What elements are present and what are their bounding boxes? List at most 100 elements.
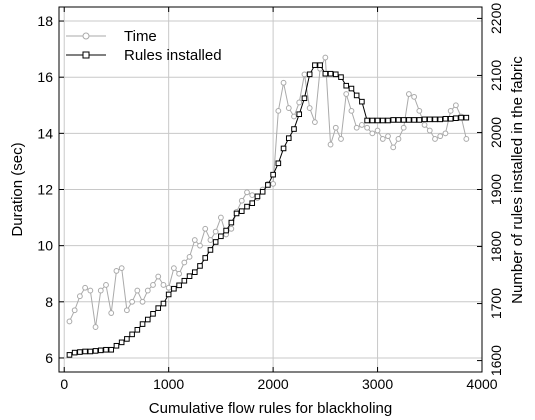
point-rules-installed — [265, 182, 271, 188]
point-time — [87, 287, 94, 294]
point-rules-installed — [218, 233, 224, 240]
point-time — [176, 270, 183, 277]
legend-label-time: Time — [124, 28, 157, 45]
point-rules-installed — [66, 352, 73, 358]
point-time — [228, 225, 235, 232]
point-time — [301, 71, 308, 78]
point-rules-installed — [348, 85, 355, 92]
point-rules-installed — [285, 135, 292, 141]
point-rules-installed — [416, 117, 423, 123]
point-time — [97, 287, 104, 294]
point-time — [364, 124, 371, 131]
point-rules-installed — [233, 210, 240, 217]
point-time — [400, 124, 407, 131]
point-rules-installed — [338, 74, 344, 80]
point-rules-installed — [212, 239, 219, 245]
point-time — [202, 225, 209, 232]
y-right-tick-label: 2200 — [488, 3, 504, 34]
point-time — [291, 113, 297, 120]
point-time — [306, 105, 313, 111]
point-rules-installed — [332, 71, 339, 78]
point-rules-installed — [113, 342, 120, 349]
point-rules-installed — [71, 349, 78, 356]
y-left-tick-label: 10 — [37, 238, 53, 254]
point-time — [212, 228, 219, 235]
point-rules-installed — [426, 116, 433, 123]
point-rules-installed — [129, 331, 135, 338]
point-time — [416, 107, 423, 114]
y-right-tick-label: 1600 — [488, 345, 504, 376]
point-rules-installed — [432, 116, 438, 123]
point-time — [421, 122, 428, 128]
x-tick-label: 3000 — [362, 376, 393, 392]
point-time — [181, 259, 188, 266]
point-rules-installed — [390, 117, 397, 123]
legend-marker-time — [82, 32, 90, 40]
y-left-tick-label: 14 — [37, 125, 53, 141]
point-rules-installed — [77, 349, 83, 355]
point-time — [447, 107, 454, 114]
point-rules-installed — [447, 115, 454, 122]
point-time — [139, 298, 146, 305]
point-rules-installed — [327, 70, 334, 77]
point-time — [275, 107, 282, 114]
point-rules-installed — [364, 117, 370, 124]
point-rules-installed — [97, 347, 104, 354]
point-rules-installed — [223, 227, 229, 234]
point-rules-installed — [343, 82, 350, 89]
series-layer — [66, 54, 470, 358]
point-rules-installed — [453, 115, 459, 122]
point-time — [348, 107, 355, 114]
point-rules-installed — [374, 117, 381, 124]
point-time — [103, 282, 109, 288]
point-rules-installed — [280, 145, 287, 152]
point-time — [170, 265, 177, 272]
point-rules-installed — [197, 263, 203, 269]
point-time — [437, 133, 444, 140]
point-rules-installed — [395, 117, 402, 123]
series-line-time — [68, 57, 467, 328]
point-rules-installed — [421, 116, 428, 123]
point-time — [452, 102, 459, 109]
point-rules-installed — [291, 126, 297, 132]
point-time — [358, 122, 365, 128]
point-rules-installed — [317, 62, 323, 68]
point-time — [217, 214, 224, 221]
y-left-tick-label: 18 — [37, 13, 53, 29]
point-rules-installed — [312, 62, 318, 68]
point-rules-installed — [160, 300, 167, 307]
point-rules-installed — [379, 117, 386, 124]
point-rules-installed — [82, 348, 88, 355]
point-time — [66, 318, 73, 325]
y-left-tick-label: 16 — [37, 69, 53, 85]
y-left-tick-label: 6 — [45, 350, 53, 366]
point-rules-installed — [87, 348, 94, 355]
point-time — [270, 180, 277, 187]
point-rules-installed — [270, 171, 276, 178]
point-rules-installed — [191, 269, 198, 275]
x-axis-label: Cumulative flow rules for blackholing — [149, 400, 392, 417]
point-rules-installed — [249, 200, 256, 206]
point-rules-installed — [275, 160, 282, 167]
point-rules-installed — [108, 346, 115, 353]
point-time — [71, 307, 78, 314]
point-time — [144, 287, 151, 294]
point-rules-installed — [155, 305, 162, 311]
y-right-tick-label: 1700 — [488, 288, 504, 319]
point-rules-installed — [118, 339, 125, 346]
x-tick-label: 4000 — [466, 376, 497, 392]
point-time — [385, 133, 391, 140]
point-time — [296, 99, 303, 106]
point-rules-installed — [301, 95, 308, 102]
point-time — [432, 136, 438, 142]
point-time — [369, 130, 376, 137]
point-rules-installed — [150, 311, 156, 317]
point-rules-installed — [134, 326, 141, 333]
point-time — [405, 91, 412, 97]
point-time — [374, 127, 381, 134]
point-time — [76, 293, 83, 300]
point-rules-installed — [228, 219, 235, 226]
point-time — [338, 136, 344, 142]
point-time — [285, 105, 292, 111]
